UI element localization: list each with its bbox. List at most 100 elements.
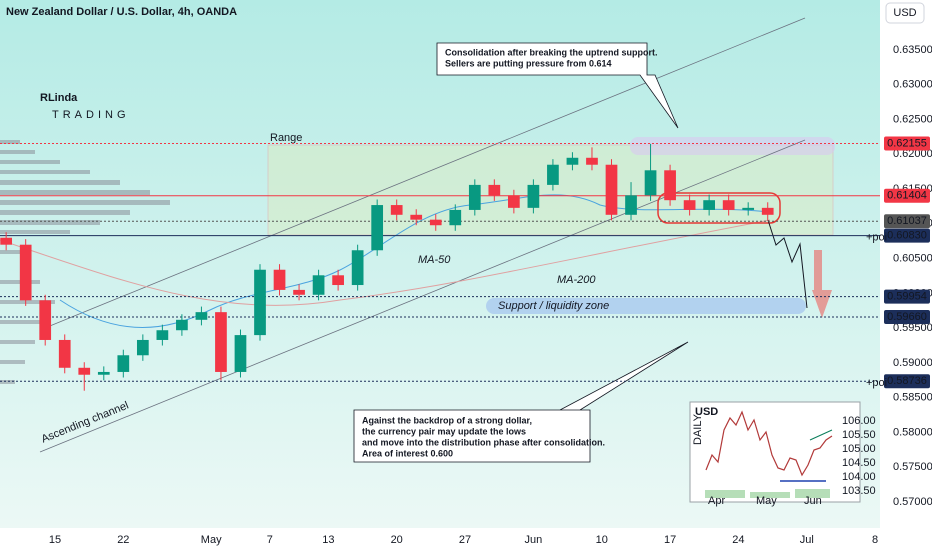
x-tick-label: 22 bbox=[117, 534, 129, 546]
x-tick-label: 8 bbox=[872, 534, 878, 546]
candle-body bbox=[97, 371, 110, 375]
candle-body bbox=[468, 184, 481, 210]
x-tick-label: 27 bbox=[459, 534, 471, 546]
projection-path bbox=[767, 219, 808, 309]
candle-body bbox=[664, 170, 676, 201]
candle-body bbox=[234, 335, 247, 372]
currency-button[interactable] bbox=[885, 2, 925, 24]
callout-bottom bbox=[353, 341, 689, 463]
inset-x-tick: Jun bbox=[804, 495, 822, 507]
candle-body bbox=[371, 205, 384, 251]
x-tick-label: 7 bbox=[267, 534, 273, 546]
inset-y-tick: 105.50 bbox=[842, 429, 876, 441]
callout-bottom-text: and move into the distribution phase aft… bbox=[362, 437, 605, 447]
callout-bottom-text: Area of interest 0.600 bbox=[362, 448, 453, 458]
inset-y-tick: 105.00 bbox=[842, 443, 876, 455]
candle-body bbox=[761, 207, 774, 215]
y-tick-label: 0.57000 bbox=[893, 496, 932, 508]
ma200-label: MA-200 bbox=[557, 274, 596, 286]
y-tick-label: 0.58000 bbox=[893, 426, 932, 438]
candle-body bbox=[488, 184, 501, 196]
callout-top bbox=[436, 42, 679, 129]
inset-title: USD bbox=[695, 406, 718, 418]
candle-body bbox=[78, 367, 91, 375]
level-tag-bg bbox=[884, 136, 930, 151]
consolidation-box bbox=[657, 192, 781, 224]
level-tag-bg bbox=[884, 188, 930, 203]
x-tick-label: 15 bbox=[49, 534, 61, 546]
candle-body bbox=[19, 244, 32, 301]
currency-button-label[interactable]: USD bbox=[893, 7, 916, 19]
y-tick-label: 0.58500 bbox=[893, 392, 932, 404]
level-tag: 0.59954 bbox=[887, 290, 927, 302]
candle-body bbox=[273, 269, 286, 290]
channel-upper bbox=[39, 17, 806, 331]
candle-body bbox=[293, 289, 305, 295]
candle-body bbox=[703, 200, 715, 210]
support-zone bbox=[486, 298, 806, 314]
inset-volume bbox=[705, 489, 830, 498]
candle-body bbox=[156, 330, 169, 340]
level-tag: 0.61404 bbox=[887, 190, 927, 202]
y-tick-label: 0.63500 bbox=[893, 44, 932, 56]
time-axis-bg bbox=[0, 528, 880, 550]
candle-body bbox=[625, 195, 637, 215]
y-tick-label: 0.62000 bbox=[893, 148, 932, 160]
down-arrow bbox=[812, 250, 832, 318]
level-poi: +poi bbox=[866, 377, 887, 389]
candle-body bbox=[566, 157, 579, 165]
callout-bottom-text: the currency pair may update the lows bbox=[362, 426, 526, 436]
y-tick-label: 0.59500 bbox=[893, 322, 932, 334]
x-tick-label: Jul bbox=[800, 534, 814, 546]
inset-x-tick: May bbox=[756, 495, 777, 507]
x-tick-label: 20 bbox=[391, 534, 403, 546]
candle-body bbox=[547, 164, 559, 185]
candle-body bbox=[644, 170, 657, 196]
chart-title: New Zealand Dollar / U.S. Dollar, 4h, OA… bbox=[6, 6, 237, 18]
inset-arrow bbox=[809, 429, 833, 441]
level-tag-bg bbox=[884, 289, 930, 304]
candle-body bbox=[449, 209, 462, 226]
callout-bottom-text: Against the backdrop of a strong dollar, bbox=[362, 415, 532, 425]
candle-body bbox=[195, 312, 208, 320]
candle-body bbox=[0, 237, 13, 245]
level-poi: +poi bbox=[866, 232, 887, 244]
x-tick-label: May bbox=[201, 534, 222, 546]
candle-body bbox=[508, 195, 520, 208]
candle-body bbox=[605, 164, 618, 215]
candle-body bbox=[683, 200, 696, 210]
price-axis-bg bbox=[880, 0, 932, 550]
channel-lower bbox=[39, 139, 806, 453]
ma50-line bbox=[59, 194, 771, 328]
level-tag: 0.59660 bbox=[887, 311, 927, 323]
candle-body bbox=[254, 269, 266, 336]
candle-body bbox=[742, 207, 755, 210]
candle-body bbox=[117, 355, 130, 372]
level-tag-bg bbox=[884, 214, 930, 229]
callout-top-text: Sellers are putting pressure from 0.614 bbox=[445, 58, 612, 68]
range-box bbox=[267, 144, 834, 236]
resistance-zone bbox=[630, 137, 835, 155]
candle-body bbox=[429, 219, 442, 226]
ma50-label: MA-50 bbox=[418, 254, 451, 266]
candle-body bbox=[351, 250, 364, 286]
candle-body bbox=[136, 339, 149, 356]
candle-body bbox=[39, 300, 52, 340]
candle-body bbox=[586, 157, 598, 165]
y-tick-label: 0.62500 bbox=[893, 113, 932, 125]
inset-y-tick: 103.50 bbox=[842, 485, 876, 497]
level-tag-bg bbox=[884, 228, 930, 243]
inset-y-tick: 106.00 bbox=[842, 415, 876, 427]
x-tick-label: 17 bbox=[664, 534, 676, 546]
level-tag: 0.60830 bbox=[887, 230, 927, 242]
ma200-line bbox=[0, 219, 771, 306]
x-tick-label: 24 bbox=[732, 534, 744, 546]
level-tag-bg bbox=[884, 310, 930, 325]
inset-x-tick: Apr bbox=[708, 495, 725, 507]
candle-body bbox=[176, 319, 188, 331]
y-tick-label: 0.57500 bbox=[893, 461, 932, 473]
candle-body bbox=[312, 275, 325, 295]
x-tick-label: 13 bbox=[322, 534, 334, 546]
candle-body bbox=[58, 339, 71, 368]
